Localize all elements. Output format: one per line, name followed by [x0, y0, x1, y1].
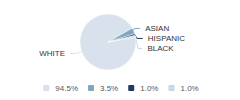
svg-text:94.5%: 94.5%	[55, 84, 78, 93]
svg-text:BLACK: BLACK	[147, 44, 174, 53]
svg-text:1.0%: 1.0%	[140, 84, 158, 93]
svg-text:WHITE: WHITE	[39, 49, 65, 58]
svg-text:ASIAN: ASIAN	[145, 24, 169, 33]
svg-text:HISPANIC: HISPANIC	[148, 34, 185, 43]
svg-text:1.0%: 1.0%	[180, 84, 198, 93]
svg-text:3.5%: 3.5%	[100, 84, 118, 93]
